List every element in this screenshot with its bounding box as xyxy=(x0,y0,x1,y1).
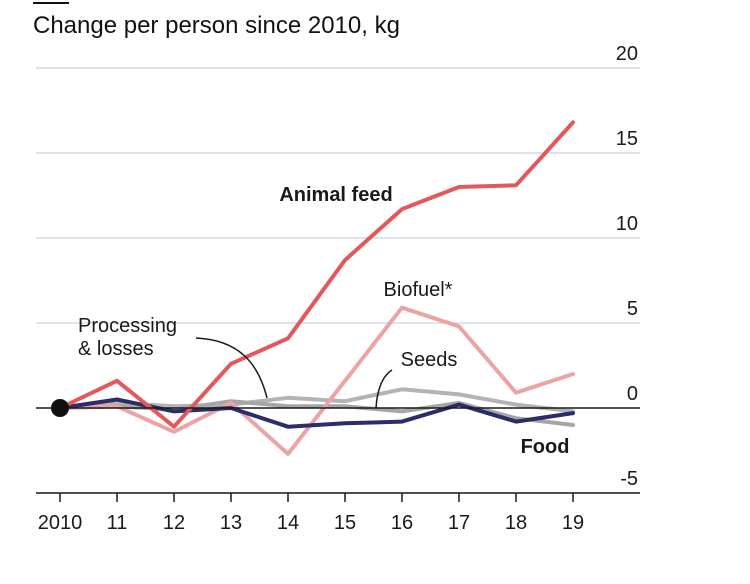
x-tick-label: 14 xyxy=(277,512,299,534)
y-tick-label: 0 xyxy=(627,383,638,405)
series-label-feed: Animal feed xyxy=(279,184,392,206)
origin-marker xyxy=(51,399,69,417)
leader-seeds xyxy=(375,369,393,409)
x-tick-label: 17 xyxy=(448,512,470,534)
y-tick-label: 10 xyxy=(616,213,638,235)
series-line-feed xyxy=(58,120,575,429)
x-axis: 2010 11 12 13 14 15 16 17 18 19 xyxy=(36,492,640,534)
y-tick-label: 5 xyxy=(627,298,638,320)
x-tick-label: 15 xyxy=(334,512,356,534)
x-tick-label: 12 xyxy=(163,512,185,534)
x-tick-label: 13 xyxy=(220,512,242,534)
x-tick-label: 18 xyxy=(505,512,527,534)
y-tick-label: 20 xyxy=(616,43,638,65)
x-tick-label: 2010 xyxy=(38,512,83,534)
y-tick-label: -5 xyxy=(620,468,638,490)
series-lines xyxy=(36,120,640,456)
x-tick-label: 11 xyxy=(107,512,128,534)
y-tick-label: 15 xyxy=(616,128,638,150)
series-labels: Animal feed Biofuel* Seeds Processing & loss… xyxy=(78,184,569,458)
leader-processing xyxy=(195,337,268,399)
x-tick-label: 16 xyxy=(391,512,413,534)
series-line-biofuel xyxy=(58,305,575,456)
series-label-food: Food xyxy=(521,436,570,458)
title-rule xyxy=(33,2,69,4)
x-tick-label: 19 xyxy=(562,512,584,534)
chart-title: Change per person since 2010, kg xyxy=(33,12,400,39)
gridlines xyxy=(36,67,640,494)
series-label-biofuel: Biofuel* xyxy=(384,279,453,301)
series-label-seeds: Seeds xyxy=(401,349,458,371)
series-label-processing: Processing & losses xyxy=(78,315,177,360)
y-axis-ticks: -5 0 5 10 15 20 xyxy=(616,43,638,490)
